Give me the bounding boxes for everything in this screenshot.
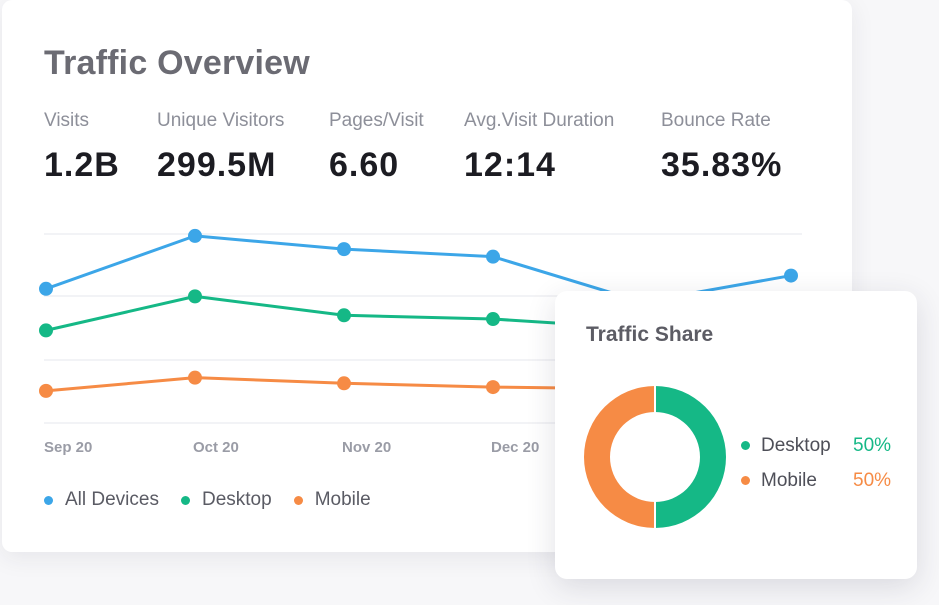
traffic-share-title: Traffic Share	[586, 323, 714, 346]
x-tick-label: Nov 20	[342, 439, 391, 456]
metric-value: 35.83%	[661, 146, 783, 184]
legend-item-mobile[interactable]: Mobile	[293, 489, 371, 511]
data-point	[188, 289, 202, 304]
metric-bounce-rate: Bounce Rate 35.83%	[661, 110, 782, 185]
metric-label: Visits	[44, 110, 90, 131]
data-point	[188, 228, 202, 243]
donut-slice-desktop	[655, 386, 726, 528]
metric-avg-visit-duration: Avg.Visit Duration 12:14	[464, 110, 614, 185]
metric-visits: Visits 1.2B	[44, 110, 120, 185]
traffic-share-card: Traffic Share Desktop 50% Mobile 50%	[555, 291, 917, 579]
share-label: Mobile	[761, 469, 817, 491]
share-percent: 50%	[853, 434, 892, 456]
traffic-share-donut-chart	[584, 385, 726, 529]
data-point	[784, 268, 798, 283]
metric-value: 299.5M	[157, 146, 277, 184]
traffic-overview-card: Traffic Overview Visits 1.2B Unique Visi…	[2, 0, 852, 552]
donut-slice-mobile	[584, 386, 655, 528]
share-row-mobile: Mobile 50%	[741, 463, 891, 498]
data-point	[39, 383, 53, 398]
share-percent: 50%	[853, 469, 892, 491]
metric-value: 1.2B	[44, 146, 120, 184]
chart-legend: All Devices Desktop Mobile	[44, 489, 371, 511]
x-tick-label: Oct 20	[193, 439, 239, 456]
metric-value: 12:14	[464, 146, 556, 184]
metric-label: Unique Visitors	[157, 110, 285, 131]
page-title: Traffic Overview	[44, 44, 310, 82]
legend-dot-icon	[741, 476, 750, 485]
data-point	[486, 380, 500, 395]
data-point	[337, 242, 351, 257]
metric-label: Bounce Rate	[661, 110, 771, 131]
data-point	[486, 312, 500, 327]
data-point	[337, 376, 351, 391]
legend-dot-icon	[741, 441, 750, 450]
legend-label: Desktop	[201, 489, 272, 510]
metric-label: Avg.Visit Duration	[464, 110, 615, 131]
legend-label: Mobile	[314, 489, 371, 510]
x-tick-label: Sep 20	[44, 439, 92, 456]
metric-label: Pages/Visit	[329, 110, 424, 131]
data-point	[39, 323, 53, 338]
data-point	[39, 281, 53, 296]
legend-label: All Devices	[65, 489, 159, 510]
legend-dot-icon	[293, 495, 303, 505]
data-point	[188, 370, 202, 385]
share-label: Desktop	[761, 434, 831, 456]
legend-dot-icon	[44, 495, 53, 505]
legend-dot-icon	[180, 495, 190, 505]
data-point	[337, 308, 351, 323]
legend-item-all-devices[interactable]: All Devices	[44, 489, 159, 511]
legend-item-desktop[interactable]: Desktop	[180, 489, 272, 511]
metric-unique-visitors: Unique Visitors 299.5M	[157, 110, 284, 185]
x-tick-label: Dec 20	[491, 439, 539, 456]
traffic-share-legend: Desktop 50% Mobile 50%	[741, 428, 891, 498]
metric-value: 6.60	[329, 146, 400, 184]
metric-pages-per-visit: Pages/Visit 6.60	[329, 110, 424, 185]
data-point	[486, 249, 500, 264]
share-row-desktop: Desktop 50%	[741, 428, 891, 463]
